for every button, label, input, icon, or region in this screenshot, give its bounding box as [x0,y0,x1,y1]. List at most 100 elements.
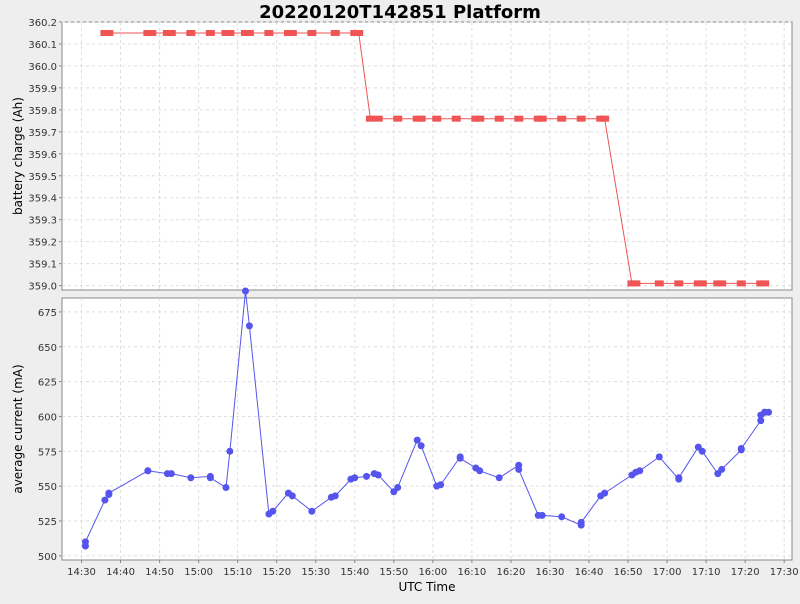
x-tick-label: 17:10 [692,567,721,578]
data-point [737,445,745,453]
data-point [717,280,727,287]
data-point [451,115,461,122]
y-tick-label: 359.8 [28,106,57,117]
data-point [206,474,214,482]
data-point [331,492,339,500]
y-tick-label: 359.9 [28,84,57,95]
data-point [674,280,684,287]
data-point [718,465,726,473]
data-point [417,442,425,450]
data-point [476,467,484,475]
x-tick-label: 16:50 [614,567,643,578]
data-point [697,280,707,287]
x-tick-label: 15:20 [262,567,291,578]
data-point [351,474,359,482]
data-point [601,489,609,497]
chart-title: 20220120T142851 Platform [259,2,541,23]
data-point [600,115,610,122]
y-tick-label: 359.3 [28,216,57,227]
data-point [495,474,503,482]
data-point [264,29,274,36]
y-tick-label: 360.1 [28,40,57,51]
data-point [307,29,317,36]
x-tick-label: 15:50 [379,567,408,578]
data-point [576,115,586,122]
data-point [374,471,382,479]
data-point [187,474,195,482]
x-tick-label: 15:30 [301,567,330,578]
data-point [514,115,524,122]
data-point [765,408,773,416]
data-point [413,436,421,444]
x-tick-label: 16:40 [575,567,604,578]
x-tick-label: 16:10 [457,567,486,578]
y-tick-label: 550 [38,482,57,493]
x-tick-label: 17:00 [653,567,682,578]
x-tick-label: 15:10 [223,567,252,578]
data-point [287,29,297,36]
data-point [475,115,485,122]
data-point [432,115,442,122]
data-point [245,322,253,330]
plot-area [61,21,793,291]
data-point [675,474,683,482]
data-point [538,511,546,519]
data-point [147,29,157,36]
data-point [167,470,175,478]
x-tick-label: 15:40 [340,567,369,578]
data-point [636,467,644,475]
data-point [81,538,89,546]
y-axis-label: battery charge (Ah) [11,97,25,215]
data-point [269,507,277,515]
data-point [225,29,235,36]
data-point [101,496,109,504]
y-tick-label: 359.1 [28,260,57,271]
y-tick-label: 359.2 [28,238,57,249]
data-point [365,115,375,122]
data-point [757,417,765,425]
x-tick-label: 14:40 [106,567,135,578]
x-axis-label: UTC Time [399,580,456,594]
x-tick-label: 16:00 [418,567,447,578]
data-point [577,518,585,526]
data-point [557,115,567,122]
y-tick-label: 359.6 [28,150,57,161]
data-point [105,489,113,497]
data-point [515,465,523,473]
data-point [104,29,114,36]
x-tick-label: 15:00 [184,567,213,578]
data-point [558,513,566,521]
y-tick-label: 359.5 [28,172,57,183]
y-axis-label: average current (mA) [11,364,25,493]
data-point [631,280,641,287]
data-point [373,115,383,122]
y-tick-label: 359.0 [28,282,57,293]
data-point [330,29,340,36]
x-tick-label: 14:50 [145,567,174,578]
data-point [354,29,364,36]
data-point [166,29,176,36]
data-point [416,115,426,122]
y-tick-label: 360.2 [28,18,57,29]
y-tick-label: 359.7 [28,128,57,139]
data-point [288,492,296,500]
plot-area [61,297,793,561]
data-point [226,447,234,455]
data-point [393,115,403,122]
y-tick-label: 359.4 [28,194,57,205]
y-tick-label: 675 [38,308,57,319]
y-tick-label: 600 [38,412,57,423]
y-tick-label: 625 [38,378,57,389]
y-tick-label: 575 [38,447,57,458]
plots-group: 359.0 359.1 359.2 359.3 359.4 359.5 359.6 359.7… [11,18,799,578]
data-point [456,454,464,462]
y-tick-label: 525 [38,517,57,528]
data-point [394,484,402,492]
y-tick-label: 500 [38,552,57,563]
data-point [760,280,770,287]
y-tick-label: 650 [38,343,57,354]
data-point [537,115,547,122]
y-tick-label: 360.0 [28,62,57,73]
